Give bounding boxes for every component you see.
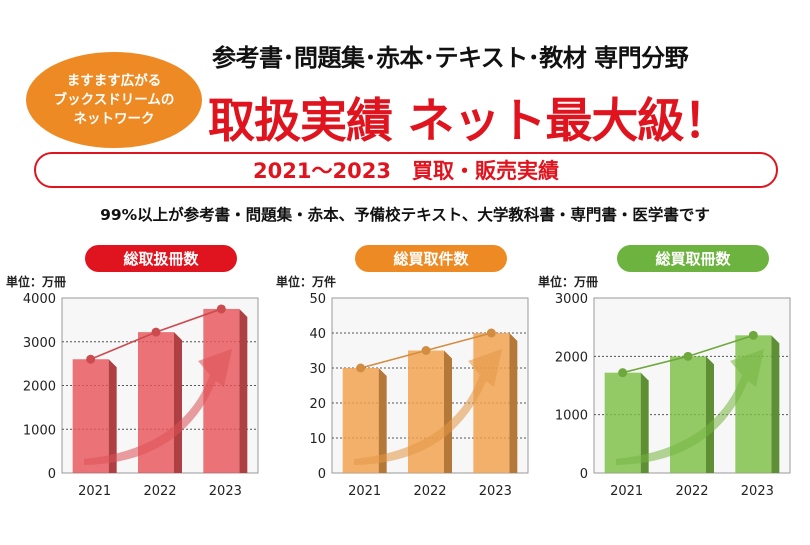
trend-point — [748, 330, 758, 340]
x-tick-label: 2022 — [413, 484, 446, 499]
y-tick-label: 0 — [580, 467, 588, 482]
y-tick-label: 40 — [309, 327, 326, 342]
bar — [342, 368, 379, 473]
bar-side — [108, 359, 117, 473]
x-tick-label: 2023 — [209, 484, 242, 499]
y-tick-label: 20 — [309, 397, 326, 412]
y-tick-label: 3000 — [23, 336, 56, 351]
bar — [408, 350, 444, 473]
bar-chart-total-handled: 0 1000 2000 3000 4000 2021 2022 2023 — [23, 292, 259, 499]
y-tick-label: 2000 — [23, 380, 56, 395]
bar-side — [239, 308, 248, 473]
bar-side — [509, 333, 518, 473]
network-badge: ますます広がる ブックスドリームの ネットワーク — [26, 52, 202, 148]
x-tick-label: 2021 — [610, 484, 643, 499]
x-tick-label: 2023 — [741, 484, 774, 499]
x-tick-label: 2021 — [348, 484, 381, 499]
badge-line-1: ますます広がる — [66, 72, 162, 89]
trend-point — [421, 346, 431, 355]
bar — [604, 372, 641, 473]
y-tick-label: 4000 — [23, 292, 56, 307]
bar-chart-total-books-bought: 0 1000 2000 3000 2021 2022 2023 — [555, 292, 791, 499]
trend-point — [618, 368, 628, 378]
bar-side — [640, 372, 649, 473]
trend-point — [683, 351, 693, 361]
chart-title-pill: 総買取件数 — [355, 245, 507, 272]
chart-title-pill: 総買取冊数 — [617, 245, 769, 272]
y-tick-label: 0 — [318, 467, 326, 482]
bar-chart-total-purchases: 0 10 20 30 40 50 2021 2022 2023 — [309, 292, 529, 499]
growth-arrow — [616, 349, 764, 465]
y-tick-label: 30 — [309, 362, 326, 377]
y-tick-label: 1000 — [555, 409, 588, 424]
chart-total-books-bought: 総買取冊数 単位：万冊 0 1000 2000 3000 2021 2022 2023 — [532, 240, 792, 545]
unit-label: 単位：万冊 — [6, 275, 67, 289]
badge-line-2: ブックスドリームの — [53, 91, 175, 108]
y-tick-label: 2000 — [555, 350, 588, 365]
bar-side — [444, 350, 452, 473]
chart-total-handled: 総取扱冊数 単位：万冊 0 1000 2000 3000 4000 2021 2022 202… — [0, 240, 260, 545]
trend-point — [356, 363, 366, 373]
trend-point — [216, 304, 226, 314]
growth-arrow — [354, 349, 502, 465]
trend-point — [486, 328, 496, 338]
bar — [670, 356, 706, 473]
period-banner: 2021～2023 買取・販売実績 — [34, 152, 778, 188]
trend-point — [151, 327, 161, 337]
growth-arrow — [84, 349, 232, 465]
bar-side — [706, 356, 714, 473]
trend-point — [86, 354, 96, 364]
composition-note: 99%以上が参考書・問題集・赤本、予備校テキスト、大学教科書・専門書・医学書です — [100, 206, 710, 224]
bar-side — [378, 368, 387, 473]
y-tick-label: 0 — [48, 467, 56, 482]
bar — [72, 359, 109, 473]
unit-label: 単位：万冊 — [538, 275, 599, 289]
chart-title-pill: 総取扱冊数 — [85, 245, 237, 272]
x-tick-label: 2023 — [479, 484, 512, 499]
headline-subtitle: 参考書･問題集･赤本･テキスト･教材 専門分野 — [212, 44, 689, 72]
y-tick-label: 10 — [309, 432, 326, 447]
bar-side — [174, 332, 182, 473]
y-tick-label: 1000 — [23, 423, 56, 438]
badge-line-3: ネットワーク — [73, 110, 155, 127]
bar-side — [771, 335, 780, 473]
x-tick-label: 2022 — [675, 484, 708, 499]
y-tick-label: 50 — [309, 292, 326, 307]
x-tick-label: 2022 — [143, 484, 176, 499]
chart-total-purchases: 総買取件数 単位：万件 0 10 20 30 40 50 2021 2022 2023 — [270, 240, 530, 545]
x-tick-label: 2021 — [78, 484, 111, 499]
y-tick-label: 3000 — [555, 292, 588, 307]
headline-title: 取扱実績 ネット最大級！ — [208, 94, 730, 149]
unit-label: 単位：万件 — [276, 275, 337, 289]
